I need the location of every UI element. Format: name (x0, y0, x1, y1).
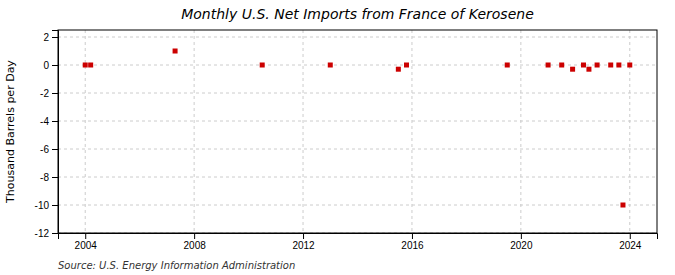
grid-line-y (58, 65, 657, 66)
plot-frame (58, 30, 657, 233)
points (83, 49, 633, 208)
grid-line-y (58, 149, 657, 150)
tick-mark (52, 205, 58, 206)
tick-label: 2016 (401, 240, 424, 251)
tick-mark (194, 233, 195, 239)
grid-line-x (194, 30, 195, 233)
tick-label: -10 (35, 200, 50, 211)
grid-line-x (520, 30, 521, 233)
annotation: Source: U.S. Energy Information Administ… (58, 260, 295, 271)
grid-line-x (303, 30, 304, 233)
tick: -2 (40, 88, 58, 99)
tick: 2004 (75, 233, 98, 251)
point (404, 63, 409, 68)
tick: 2012 (292, 233, 315, 251)
tick-label: 2020 (510, 240, 533, 251)
x-axis: 2004 2008 2012 2016 2020 2024 (59, 233, 658, 251)
tick-label: -8 (40, 172, 49, 183)
tick-mark (52, 37, 58, 38)
grid-line-y (58, 93, 657, 94)
point (608, 63, 613, 68)
point (616, 63, 621, 68)
grid-line-x (411, 30, 412, 233)
point (88, 63, 93, 68)
grid-line-y (58, 205, 657, 206)
tick: -4 (40, 116, 58, 127)
point (260, 63, 265, 68)
tick-mark (412, 233, 413, 239)
point (595, 63, 600, 68)
point (328, 63, 333, 68)
point (505, 63, 510, 68)
grid-line-y (58, 37, 657, 38)
tick: -10 (35, 200, 58, 211)
tick: 2020 (510, 233, 533, 251)
tick-label: 2 (43, 32, 49, 43)
tick: 2016 (401, 233, 424, 251)
tick: -6 (40, 144, 58, 155)
tick-mark (52, 233, 58, 234)
tick-label: 2008 (184, 240, 207, 251)
tick: 0 (43, 60, 58, 71)
tick-label: -12 (35, 228, 50, 239)
chart: 2004 2008 2012 2016 2020 2024 2 0 -2 -4 -6 -8 -10 -12… (0, 0, 675, 275)
tick-mark (52, 121, 58, 122)
y-axis: 2 0 -2 -4 -6 -8 -10 -12 (35, 31, 59, 239)
point (570, 67, 575, 72)
point (581, 63, 586, 68)
tick-mark (303, 233, 304, 239)
tick: 2024 (619, 233, 642, 251)
y-axis-label: Thousand Barrels per Day (4, 60, 17, 204)
tick-label: 2004 (75, 240, 98, 251)
plot: 2004 2008 2012 2016 2020 2024 2 0 -2 -4 -6 -8 -10 -12 (35, 30, 658, 251)
point (83, 63, 88, 68)
point (396, 67, 401, 72)
grid (58, 30, 657, 233)
grid-line-x (85, 30, 86, 233)
tick-label: 2012 (292, 240, 315, 251)
point (173, 49, 178, 54)
tick-label: -6 (40, 144, 49, 155)
tick: -12 (35, 228, 58, 239)
tick-label: 0 (43, 60, 49, 71)
grid-line-y (58, 121, 657, 122)
tick-mark (52, 65, 58, 66)
tick: 2 (43, 32, 58, 43)
tick: -8 (40, 172, 58, 183)
point (620, 203, 625, 208)
tick-mark (85, 233, 86, 239)
tick-mark (630, 233, 631, 239)
tick-label: -2 (40, 88, 49, 99)
title: Monthly U.S. Net Imports from France of … (181, 6, 534, 22)
tick-mark (52, 149, 58, 150)
grid-line-y (58, 177, 657, 178)
point (559, 63, 564, 68)
tick: 2008 (184, 233, 207, 251)
point (586, 67, 591, 72)
tick-mark (521, 233, 522, 239)
point (546, 63, 551, 68)
tick-label: -4 (40, 116, 49, 127)
grid-line-x (629, 30, 630, 233)
tick-mark (52, 93, 58, 94)
tick-label: 2024 (619, 240, 642, 251)
tick-mark (52, 177, 58, 178)
point (627, 63, 632, 68)
axis-line (52, 31, 59, 234)
axis-line (59, 234, 658, 240)
